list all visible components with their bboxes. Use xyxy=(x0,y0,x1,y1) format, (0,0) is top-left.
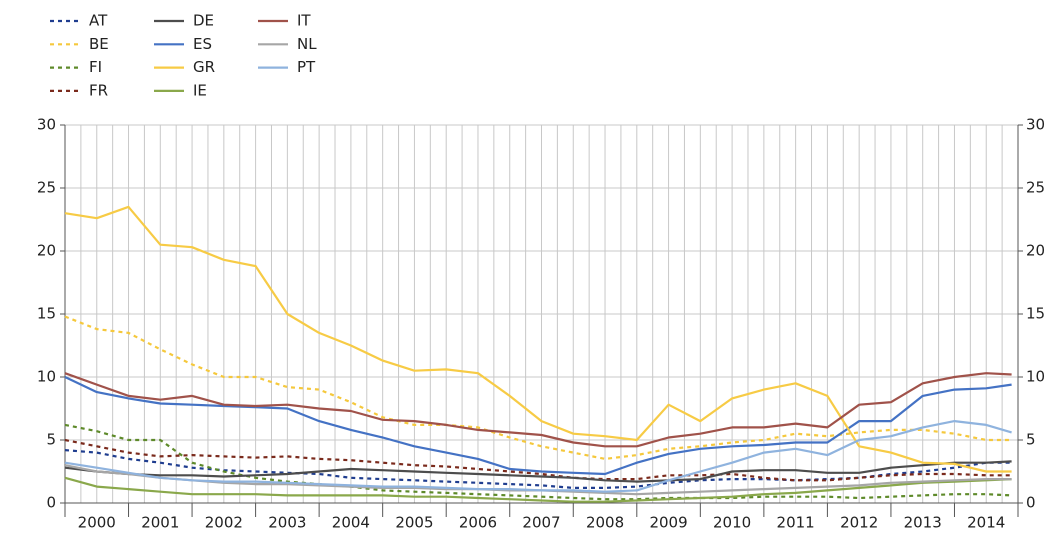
x-tick-label: 2001 xyxy=(141,514,179,532)
legend-label: FR xyxy=(89,81,108,99)
y2-tick-label: 10 xyxy=(1026,368,1045,386)
y2-tick-label: 15 xyxy=(1026,305,1045,323)
series-line xyxy=(64,438,1012,482)
series-line xyxy=(64,372,1012,448)
x-tick-label: 2009 xyxy=(649,514,687,532)
y2-tick-label: 30 xyxy=(1026,116,1045,134)
y-tick-label: 25 xyxy=(37,179,56,197)
series-line xyxy=(64,315,1012,460)
legend-label: PT xyxy=(297,58,316,76)
x-tick-label: 2011 xyxy=(777,514,815,532)
y-tick-label: 15 xyxy=(37,305,56,323)
y2-tick-label: 25 xyxy=(1026,179,1045,197)
legend-label: GR xyxy=(193,58,215,76)
x-tick-label: 2002 xyxy=(205,514,243,532)
x-tick-label: 2004 xyxy=(332,514,370,532)
series-line xyxy=(64,205,1012,473)
x-tick-label: 2010 xyxy=(713,514,751,532)
x-tick-label: 2003 xyxy=(268,514,306,532)
x-tick-label: 2005 xyxy=(395,514,433,532)
legend-label: IE xyxy=(193,81,207,99)
series-line xyxy=(64,476,1012,503)
y-tick-label: 10 xyxy=(37,368,56,386)
series-line xyxy=(64,423,1012,501)
x-tick-label: 2008 xyxy=(586,514,624,532)
series-line xyxy=(64,376,1012,476)
series-line xyxy=(64,449,1012,489)
legend-label: IT xyxy=(297,12,311,30)
x-tick-label: 2014 xyxy=(967,514,1005,532)
x-tick-label: 2007 xyxy=(522,514,560,532)
y-tick-label: 30 xyxy=(37,116,56,134)
legend-label: DE xyxy=(193,12,214,30)
x-tick-label: 2000 xyxy=(78,514,116,532)
legend-label: NL xyxy=(297,35,317,53)
x-tick-label: 2006 xyxy=(459,514,497,532)
series-line xyxy=(64,460,1012,483)
x-tick-label: 2012 xyxy=(840,514,878,532)
y2-tick-label: 5 xyxy=(1026,431,1036,449)
series-line xyxy=(64,420,1012,493)
y2-tick-label: 20 xyxy=(1026,242,1045,260)
y-tick-label: 5 xyxy=(46,431,56,449)
legend-label: AT xyxy=(89,12,108,30)
legend-label: FI xyxy=(89,58,102,76)
y-tick-label: 20 xyxy=(37,242,56,260)
legend-label: BE xyxy=(89,35,109,53)
x-tick-label: 2013 xyxy=(904,514,942,532)
legend-label: ES xyxy=(193,35,212,53)
y-tick-label: 0 xyxy=(46,494,56,512)
y2-tick-label: 0 xyxy=(1026,494,1036,512)
